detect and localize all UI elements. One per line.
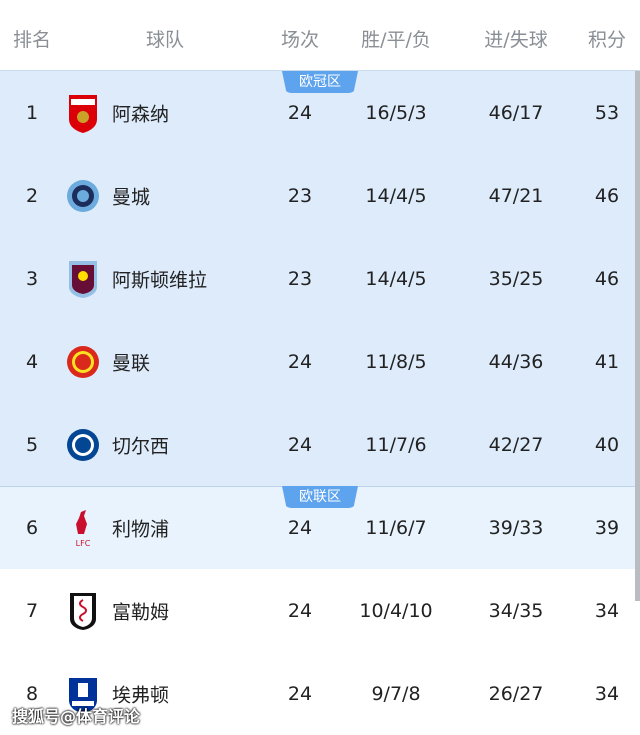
goals: 42/27 bbox=[488, 433, 544, 456]
liverpool-crest-icon: LFC bbox=[76, 510, 91, 548]
wdl: 16/5/3 bbox=[365, 101, 427, 124]
table-row[interactable]: 7 富勒姆 24 10/4/10 34/35 34 bbox=[0, 569, 640, 652]
table-row[interactable]: 3 阿斯顿维拉 23 14/4/5 35/25 46 bbox=[0, 237, 640, 320]
table-row[interactable]: 5 切尔西 24 11/7/6 42/27 40 bbox=[0, 403, 640, 486]
goals: 35/25 bbox=[488, 267, 544, 290]
col-wdl: 胜/平/负 bbox=[361, 29, 431, 51]
svg-text:LFC: LFC bbox=[76, 539, 91, 548]
chelsea-crest-icon bbox=[67, 428, 99, 461]
table-row[interactable]: 4 曼联 24 11/8/5 44/36 41 bbox=[0, 320, 640, 403]
played: 23 bbox=[287, 267, 313, 290]
man-city-crest-icon bbox=[67, 179, 99, 212]
rank: 3 bbox=[25, 267, 39, 290]
team-name[interactable]: 阿森纳 bbox=[112, 103, 170, 125]
played: 24 bbox=[287, 101, 313, 124]
fulham-crest-icon bbox=[70, 592, 96, 630]
rank: 7 bbox=[25, 599, 39, 622]
team-name[interactable]: 阿斯顿维拉 bbox=[112, 269, 208, 291]
arsenal-crest-icon bbox=[69, 94, 97, 133]
wdl: 9/7/8 bbox=[371, 682, 421, 705]
points: 39 bbox=[594, 517, 620, 539]
col-points: 积分 bbox=[587, 29, 627, 51]
man-united-crest-icon bbox=[67, 345, 99, 378]
ucl-zone-badge: 欧冠区 bbox=[282, 71, 358, 93]
wdl: 11/6/7 bbox=[365, 517, 427, 539]
points: 46 bbox=[594, 184, 620, 207]
played: 24 bbox=[287, 599, 313, 622]
table-row[interactable]: 2 曼城 23 14/4/5 47/21 46 bbox=[0, 154, 640, 237]
uel-zone-badge: 欧联区 bbox=[282, 486, 358, 508]
table-header: 排名 球队 场次 胜/平/负 进/失球 积分 bbox=[0, 0, 640, 71]
points: 40 bbox=[594, 433, 620, 456]
wdl: 11/8/5 bbox=[365, 350, 427, 373]
team-name[interactable]: 利物浦 bbox=[112, 518, 170, 541]
aston-villa-crest-icon bbox=[69, 260, 97, 298]
goals: 44/36 bbox=[488, 350, 544, 373]
goals: 47/21 bbox=[488, 184, 544, 207]
col-team: 球队 bbox=[145, 29, 185, 51]
watermark: 搜狐号@体育评论 bbox=[12, 707, 141, 726]
rank: 8 bbox=[25, 682, 39, 705]
points: 53 bbox=[594, 101, 620, 124]
team-name[interactable]: 富勒姆 bbox=[112, 601, 170, 623]
points: 34 bbox=[594, 682, 620, 705]
team-name[interactable]: 曼联 bbox=[112, 352, 151, 374]
team-name[interactable]: 埃弗顿 bbox=[112, 684, 170, 706]
rank: 2 bbox=[25, 184, 39, 207]
rank: 1 bbox=[25, 101, 39, 124]
wdl: 14/4/5 bbox=[365, 184, 427, 207]
table-row[interactable]: 8 埃弗顿 24 9/7/8 26/27 34 bbox=[0, 652, 640, 735]
rank: 6 bbox=[25, 517, 39, 539]
goals: 39/33 bbox=[488, 517, 544, 539]
scrollbar[interactable] bbox=[635, 71, 640, 601]
wdl: 10/4/10 bbox=[359, 599, 433, 622]
points: 46 bbox=[594, 267, 620, 290]
played: 24 bbox=[287, 682, 313, 705]
col-goals: 进/失球 bbox=[484, 29, 548, 51]
everton-crest-icon bbox=[69, 677, 97, 713]
wdl: 14/4/5 bbox=[365, 267, 427, 290]
played: 24 bbox=[287, 350, 313, 373]
goals: 34/35 bbox=[488, 599, 544, 622]
goals: 46/17 bbox=[488, 101, 544, 124]
rank: 5 bbox=[25, 433, 39, 456]
wdl: 11/7/6 bbox=[365, 433, 427, 456]
played: 23 bbox=[287, 184, 313, 207]
col-played: 场次 bbox=[280, 29, 320, 51]
played: 24 bbox=[287, 517, 313, 539]
rank: 4 bbox=[25, 350, 39, 373]
col-rank: 排名 bbox=[12, 29, 52, 51]
points: 34 bbox=[594, 599, 620, 622]
team-name[interactable]: 切尔西 bbox=[112, 435, 170, 457]
goals: 26/27 bbox=[488, 682, 544, 705]
played: 24 bbox=[287, 433, 313, 456]
points: 41 bbox=[594, 350, 620, 373]
team-name[interactable]: 曼城 bbox=[112, 186, 151, 208]
